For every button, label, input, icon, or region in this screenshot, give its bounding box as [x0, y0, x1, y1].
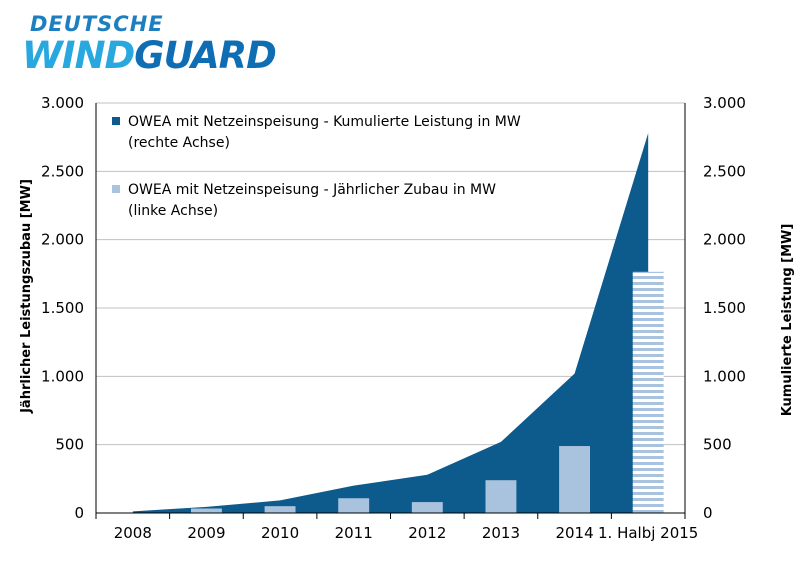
- logo-wind: WIND: [22, 34, 135, 77]
- y-right-tick-label: 0: [703, 504, 713, 522]
- annual-bar: [411, 502, 443, 513]
- legend-swatch: [112, 117, 120, 125]
- annual-bar: [632, 271, 664, 513]
- y-right-tick-label: 3.000: [703, 94, 746, 112]
- legend: OWEA mit Netzeinspeisung - Kumulierte Le…: [112, 114, 521, 219]
- x-tick-label: 2012: [408, 524, 446, 542]
- y-right-tick-label: 1.000: [703, 367, 746, 385]
- annual-bar: [485, 480, 517, 513]
- cumulative-area-layer: [132, 133, 649, 514]
- legend-swatch: [112, 185, 120, 193]
- y-left-tick-label: 500: [55, 436, 84, 454]
- annual-bar: [338, 498, 370, 513]
- annual-bars-layer: [190, 271, 664, 513]
- y-left-tick-label: 3.000: [41, 94, 84, 112]
- y-left-tick-label: 1.500: [41, 299, 84, 317]
- y-left-tick-label: 2.000: [41, 231, 84, 249]
- x-tick-label: 2008: [114, 524, 152, 542]
- annual-bar: [190, 508, 222, 513]
- y-left-tick-label: 1.000: [41, 367, 84, 385]
- x-tick-label: 2009: [187, 524, 225, 542]
- x-tick-label: 2014: [555, 524, 593, 542]
- x-tick-label: 2011: [335, 524, 373, 542]
- y-left-axis-title: Jährlicher Leistungszubau [MW]: [19, 179, 34, 414]
- y-right-tick-label: 500: [703, 436, 732, 454]
- y-right-axis-title: Kumulierte Leistung [MW]: [780, 224, 795, 417]
- legend-label-line2: (rechte Achse): [128, 135, 230, 151]
- x-tick-label: 1. Halbj 2015: [598, 524, 698, 542]
- annual-bar: [264, 506, 296, 513]
- y-left-tick-label: 0: [74, 504, 84, 522]
- legend-label: OWEA mit Netzeinspeisung - Kumulierte Le…: [128, 114, 521, 130]
- logo-line2: WINDGUARD: [22, 34, 277, 77]
- logo-guard: GUARD: [134, 34, 277, 77]
- logo: DEUTSCHE WINDGUARD: [22, 12, 277, 77]
- logo-line1: DEUTSCHE: [30, 12, 164, 36]
- cumulative-area: [132, 133, 649, 514]
- y-left-tick-label: 2.500: [41, 162, 84, 180]
- x-tick-label: 2013: [482, 524, 520, 542]
- legend-label-line2: (linke Achse): [128, 203, 218, 219]
- axes: 0 500 1.000 1.500 2.000 2.500 3.000 0 500 1.000 1.…: [19, 94, 795, 542]
- x-tick-label: 2010: [261, 524, 299, 542]
- annual-bar: [559, 446, 591, 513]
- y-right-tick-label: 1.500: [703, 299, 746, 317]
- y-right-tick-label: 2.500: [703, 162, 746, 180]
- legend-label: OWEA mit Netzeinspeisung - Jährlicher Zu…: [128, 182, 496, 198]
- y-right-tick-label: 2.000: [703, 231, 746, 249]
